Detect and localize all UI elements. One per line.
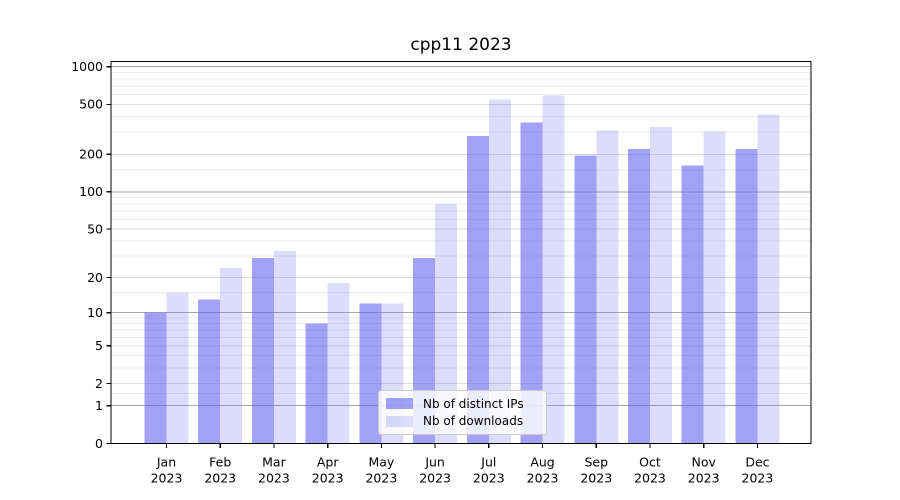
x-tick-label-month-may: May [368, 455, 394, 470]
chart-title: cpp11 2023 [410, 35, 512, 55]
legend-swatch-downloads [386, 415, 413, 427]
x-tick-label-month-oct: Oct [639, 455, 661, 470]
bar-ips-nov [681, 165, 704, 444]
x-tick-label-month-apr: Apr [317, 455, 339, 470]
legend-swatch-distinct-ips [386, 398, 413, 410]
bar-ips-jan [144, 312, 167, 444]
x-tick-label-year-sep: 2023 [580, 471, 612, 486]
bar-ips-feb [198, 299, 221, 444]
x-tick-label-year-mar: 2023 [258, 471, 290, 486]
bar-ips-mar [251, 257, 274, 444]
y-tick-label-100: 100 [79, 184, 103, 199]
x-tick-label-year-aug: 2023 [527, 471, 559, 486]
x-tick-label-year-feb: 2023 [204, 471, 236, 486]
y-tick-label-200: 200 [79, 147, 103, 162]
bar-downloads-jul [488, 99, 511, 444]
bar-ips-sep [574, 155, 597, 444]
legend-item-downloads: Nb of downloads [386, 413, 537, 429]
bar-downloads-apr [327, 282, 350, 444]
y-tick-label-1: 1 [95, 398, 103, 413]
x-tick-label-year-nov: 2023 [688, 471, 720, 486]
x-tick-label-month-mar: Mar [262, 455, 286, 470]
y-tick-label-500: 500 [79, 97, 103, 112]
x-tick-label-year-jun: 2023 [419, 471, 451, 486]
y-tick-label-20: 20 [87, 270, 103, 285]
x-tick-label-month-feb: Feb [209, 455, 231, 470]
bar-ips-may [359, 303, 382, 444]
bar-ips-aug [520, 122, 543, 444]
bar-downloads-aug [542, 95, 565, 444]
bar-downloads-mar [273, 251, 296, 444]
legend-label-distinct-ips: Nb of distinct IPs [423, 396, 524, 411]
y-tick-label-0: 0 [95, 436, 103, 451]
bar-downloads-sep [596, 130, 619, 444]
bar-downloads-feb [220, 267, 243, 444]
plot-border [110, 60, 812, 445]
x-tick-label-month-dec: Dec [745, 455, 769, 470]
x-tick-label-year-dec: 2023 [742, 471, 774, 486]
x-tick-label-year-oct: 2023 [634, 471, 666, 486]
bar-ips-apr [305, 323, 328, 444]
x-tick-label-month-aug: Aug [530, 455, 554, 470]
x-tick-label-year-jul: 2023 [473, 471, 505, 486]
y-tick-label-5: 5 [95, 338, 103, 353]
bar-downloads-jun [435, 203, 458, 444]
legend-label-downloads: Nb of downloads [423, 414, 524, 429]
bar-ips-dec [735, 149, 758, 444]
x-tick-label-month-jun: Jun [424, 455, 445, 470]
bar-downloads-nov [703, 131, 726, 444]
chart-legend: Nb of distinct IPs Nb of downloads [378, 390, 547, 435]
bar-ips-jul [466, 135, 489, 444]
x-tick-label-year-jan: 2023 [151, 471, 183, 486]
x-tick-label-month-jan: Jan [156, 455, 176, 470]
legend-item-distinct-ips: Nb of distinct IPs [386, 396, 537, 412]
y-tick-label-10: 10 [87, 305, 103, 320]
y-tick-label-2: 2 [95, 376, 103, 391]
x-tick-label-month-nov: Nov [691, 455, 716, 470]
x-tick-label-month-jul: Jul [480, 455, 496, 470]
x-tick-label-month-sep: Sep [584, 455, 608, 470]
x-tick-label-year-may: 2023 [365, 471, 397, 486]
bar-ips-oct [627, 149, 650, 444]
y-tick-label-1000: 1000 [71, 59, 103, 74]
bar-downloads-jan [166, 292, 189, 444]
bar-downloads-dec [757, 114, 780, 444]
y-tick-label-50: 50 [87, 221, 103, 236]
bar-downloads-oct [649, 127, 672, 444]
x-tick-label-year-apr: 2023 [312, 471, 344, 486]
